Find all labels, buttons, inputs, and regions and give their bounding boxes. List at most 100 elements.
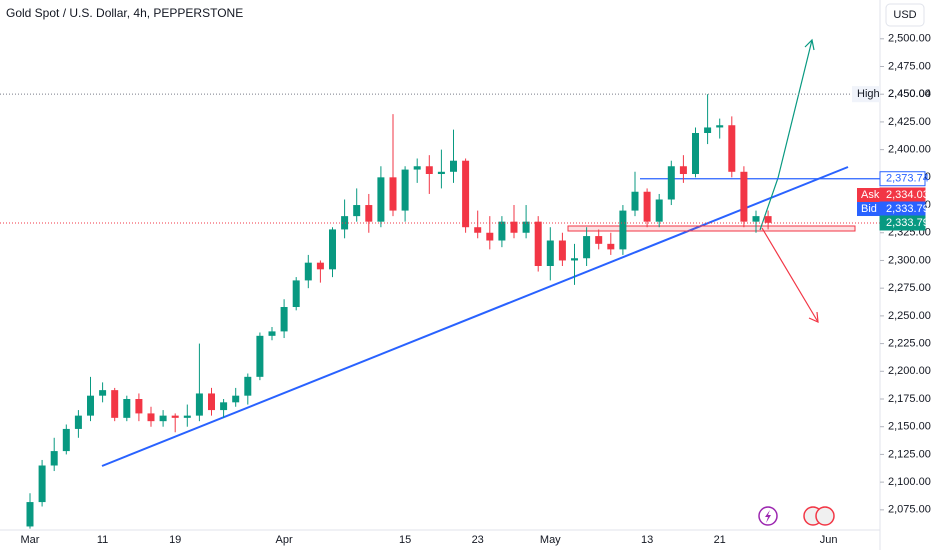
trend-line: [101, 166, 849, 467]
x-tick-label: Apr: [276, 534, 293, 546]
candle-body: [474, 227, 482, 233]
bear-arrow: [761, 227, 819, 323]
candle-body: [87, 395, 94, 416]
event-icon-bolt: [765, 510, 771, 523]
candle-body: [99, 390, 107, 396]
candle-body: [38, 465, 46, 503]
candle-body: [195, 393, 203, 416]
x-tick-label: Jun: [820, 534, 838, 546]
x-tick-label: Mar: [21, 534, 40, 546]
tag-label: Bid: [861, 203, 877, 215]
x-tick-label: May: [540, 534, 561, 546]
price-tag-value: 2,373.74: [886, 173, 929, 185]
candle-body: [413, 166, 421, 170]
candle-body: [450, 160, 457, 172]
candle-body: [401, 169, 409, 211]
candle-body: [425, 166, 433, 175]
y-tick-label: 2,275.00: [888, 282, 931, 294]
candle-body: [692, 133, 699, 175]
candle-body: [232, 395, 240, 403]
y-tick-label: 2,425.00: [888, 116, 931, 128]
candle-body: [256, 335, 264, 377]
x-tick-label: 15: [399, 534, 411, 546]
candle-body: [292, 280, 300, 308]
candle-body: [679, 166, 687, 175]
y-tick-label: 2,100.00: [888, 476, 931, 488]
candle-body: [643, 191, 651, 222]
bear-arrow-head: [808, 311, 819, 323]
drawings: [101, 38, 856, 467]
candle-body: [389, 177, 397, 211]
y-tick-label: 2,150.00: [888, 421, 931, 433]
currency-button[interactable]: [885, 3, 925, 27]
support-zone: [567, 225, 856, 232]
y-tick-label: 2,300.00: [888, 254, 931, 266]
candle-body: [607, 243, 615, 250]
candle-body: [740, 171, 748, 222]
event-flag[interactable]: [815, 506, 835, 526]
candle-body: [365, 205, 373, 222]
price-tag-value: 2,333.79: [886, 203, 929, 215]
candle-body: [462, 160, 470, 228]
bull-arrow: [759, 39, 813, 231]
candle-body: [583, 236, 591, 259]
candle-body: [510, 221, 518, 233]
candle-body: [437, 171, 445, 175]
high-value: 2,450.04: [888, 88, 931, 100]
y-tick-label: 2,175.00: [888, 393, 931, 405]
y-tick-label: 2,200.00: [888, 365, 931, 377]
price-tag-value: 2,334.03: [886, 189, 929, 201]
candle-body: [764, 216, 772, 223]
x-tick-label: 13: [641, 534, 653, 546]
candle-body: [353, 205, 361, 217]
x-tick-label: 21: [714, 534, 726, 546]
candle-body: [74, 415, 82, 429]
candle-body: [220, 402, 228, 411]
bull-arrow-head: [804, 38, 815, 51]
candle-body: [631, 191, 639, 211]
candle-body: [316, 262, 324, 270]
chart-title: Gold Spot / U.S. Dollar, 4h, PEPPERSTONE: [6, 6, 243, 20]
candle-body: [26, 502, 34, 527]
y-tick-label: 2,475.00: [888, 60, 931, 72]
candle-body: [571, 258, 578, 261]
candle-body: [341, 216, 349, 230]
candle-body: [244, 376, 252, 396]
y-tick-label: 2,075.00: [888, 504, 931, 516]
candle-body: [329, 229, 336, 270]
y-tick-label: 2,250.00: [888, 310, 931, 322]
candle-body: [522, 221, 530, 233]
candle-body: [171, 415, 179, 418]
candle-body: [111, 390, 119, 418]
price-tag: [879, 171, 926, 187]
candle-body: [534, 221, 542, 266]
candle-body: [728, 125, 736, 172]
x-tick-label: 23: [472, 534, 484, 546]
price-tag: [879, 215, 926, 231]
x-tick-label: 11: [97, 534, 108, 546]
candle-body: [595, 236, 603, 244]
candle-body: [619, 210, 627, 250]
candle-body: [159, 415, 167, 422]
candle-body: [558, 240, 566, 261]
y-tick-label: 2,400.00: [888, 144, 931, 156]
tag-label-bg: [857, 202, 880, 217]
currency-label[interactable]: USD: [893, 9, 916, 21]
candle-body: [498, 221, 506, 241]
candle-body: [208, 393, 215, 411]
candle-body: [147, 413, 155, 422]
y-tick-label: 2,125.00: [888, 448, 931, 460]
candle-body: [304, 262, 312, 281]
high-label: High: [857, 88, 880, 100]
candle-body: [752, 216, 760, 222]
tag-label: Ask: [861, 189, 880, 201]
candle-body: [50, 451, 58, 466]
candle-body: [62, 428, 70, 452]
candle-body: [280, 307, 288, 332]
y-tick-label: 2,450.00: [888, 88, 931, 100]
y-tick-label: 2,500.00: [888, 33, 931, 45]
candle-body: [704, 127, 712, 133]
tag-label-bg: [857, 188, 880, 203]
high-label-bg: [852, 86, 880, 103]
